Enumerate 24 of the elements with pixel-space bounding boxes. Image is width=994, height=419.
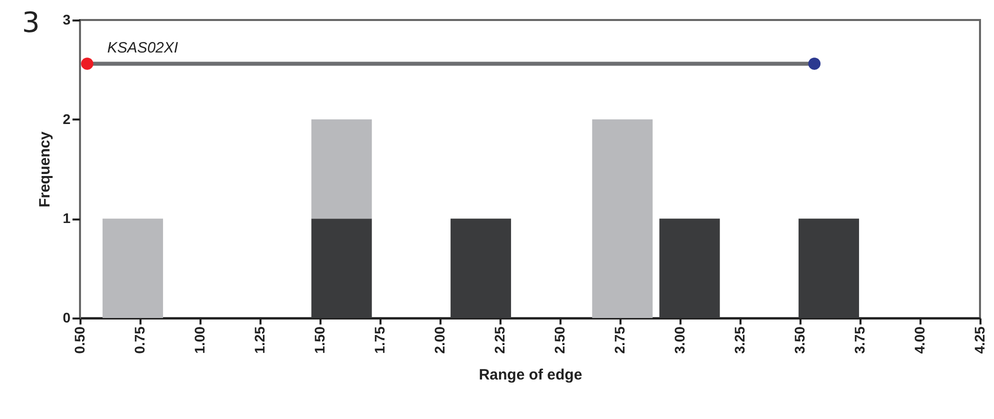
y-tick-label: 2 xyxy=(62,110,71,127)
series-label: KSAS02XI xyxy=(107,40,178,57)
x-tick-label: 3.50 xyxy=(792,326,808,354)
y-tick-label: 1 xyxy=(62,210,71,226)
x-tick-label: 4.25 xyxy=(972,326,988,354)
y-axis-title: Frequency xyxy=(36,130,54,208)
x-tick-label: 1.25 xyxy=(252,326,268,354)
x-axis-title: Range of edge xyxy=(478,366,582,384)
y-tick-label: 0 xyxy=(62,310,71,326)
x-tick-label: 0.75 xyxy=(132,326,148,354)
x-tick-label: 4.00 xyxy=(912,326,928,354)
x-tick-label: 3.00 xyxy=(672,326,688,354)
x-tick-label: 1.75 xyxy=(372,326,388,354)
x-tick-label: 1.00 xyxy=(192,326,208,354)
y-tick-label: 3 xyxy=(62,12,71,28)
x-tick-label: 2.75 xyxy=(612,326,628,354)
text: 3 xyxy=(22,6,40,39)
x-tick-label: 3.75 xyxy=(852,326,868,354)
x-tick-label: 2.50 xyxy=(552,326,568,354)
x-tick-label: 1.50 xyxy=(312,326,328,354)
x-tick-label: 2.00 xyxy=(432,326,448,354)
x-tick-label: 2.25 xyxy=(492,326,508,354)
x-tick-label: 3.25 xyxy=(732,326,748,354)
x-tick-label: 0.50 xyxy=(72,326,88,354)
